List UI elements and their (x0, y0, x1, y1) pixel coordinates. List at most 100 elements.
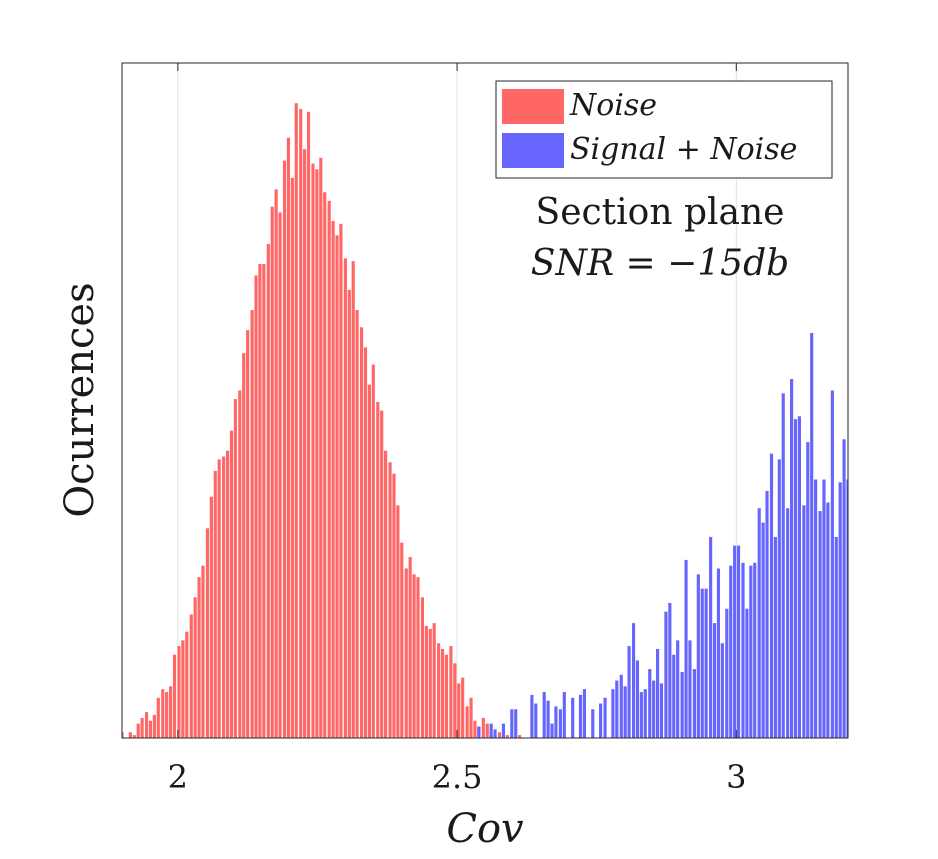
signal-noise-bar (558, 709, 562, 738)
noise-bar (400, 542, 404, 738)
signal-noise-bar (493, 729, 497, 738)
noise-bar (384, 450, 388, 738)
noise-bar (282, 160, 287, 739)
signal-noise-bar (725, 608, 729, 738)
legend-swatch-signal-noise (502, 133, 564, 168)
noise-bar (242, 353, 246, 738)
signal-noise-bar (603, 697, 607, 738)
signal-noise-bar (631, 623, 636, 738)
noise-bar (303, 149, 307, 738)
signal-noise-bar (550, 723, 554, 738)
noise-bar (392, 473, 396, 738)
signal-noise-bar (680, 671, 684, 738)
signal-noise-bar (786, 508, 790, 738)
noise-bar (420, 597, 425, 738)
noise-bar (132, 735, 136, 738)
signal-noise-bar (709, 536, 713, 738)
noise-bar (505, 735, 509, 738)
noise-bar (238, 390, 242, 738)
annotation-snr: SNR = −15db (531, 243, 789, 284)
noise-bar (306, 111, 311, 739)
noise-bar (290, 177, 294, 738)
noise-bar (233, 399, 237, 738)
noise-bar (169, 686, 173, 738)
noise-bar (177, 646, 181, 738)
noise-bar (258, 264, 262, 738)
signal-noise-bar (846, 479, 848, 738)
signal-noise-bar (477, 726, 481, 738)
noise-bar (473, 720, 477, 738)
signal-noise-bar (542, 692, 546, 738)
noise-bar (469, 697, 473, 738)
noise-bar (161, 689, 165, 738)
noise-bar (140, 717, 144, 738)
noise-bar (465, 706, 469, 738)
signal-noise-bar (676, 640, 680, 738)
signal-noise-bar (514, 709, 518, 738)
signal-noise-bar (810, 333, 814, 738)
x-tick-label: 2.5 (432, 758, 483, 796)
noise-bar (128, 732, 132, 738)
signal-noise-bar (571, 697, 575, 738)
noise-bar (412, 574, 416, 738)
signal-noise-bar (729, 565, 733, 738)
signal-noise-bar (615, 680, 619, 738)
noise-bar (343, 258, 347, 738)
signal-noise-bar (761, 522, 765, 738)
noise-bar (165, 692, 169, 738)
signal-noise-bar (668, 603, 672, 738)
noise-bar (222, 456, 226, 738)
noise-bar (453, 663, 457, 738)
noise-bar (278, 212, 282, 739)
y-axis-title: Ocurrences (57, 282, 103, 517)
noise-bar (432, 623, 436, 738)
noise-bar (440, 648, 445, 738)
signal-noise-bar (611, 689, 615, 738)
signal-noise-bar (741, 562, 745, 738)
noise-bar (339, 223, 343, 738)
signal-noise-bar (530, 694, 534, 738)
signal-noise-bar (599, 703, 603, 738)
signal-noise-bar (769, 453, 774, 738)
noise-bar (217, 459, 221, 738)
noise-bar (367, 384, 371, 738)
noise-bar (347, 289, 351, 738)
noise-bar (193, 597, 197, 738)
signal-noise-bar (757, 508, 761, 738)
x-tick-label: 2 (168, 758, 188, 796)
signal-noise-bar (639, 692, 643, 738)
signal-noise-bar (822, 479, 826, 738)
noise-bar (437, 643, 441, 738)
noise-bar (189, 614, 193, 738)
noise-bar (311, 163, 315, 738)
signal-noise-bar (781, 393, 785, 738)
signal-noise-bar (826, 502, 830, 738)
noise-bar (449, 646, 453, 738)
signal-noise-bar (562, 692, 566, 738)
signal-noise-bar (659, 683, 664, 738)
noise-bar (181, 640, 185, 738)
x-ticks: 2 2.5 3 (168, 63, 746, 796)
signal-noise-bar (619, 674, 623, 738)
noise-bar (335, 235, 339, 738)
signal-noise-bar (534, 703, 538, 738)
noise-bar (246, 330, 250, 738)
noise-bar (331, 220, 335, 738)
noise-bar (351, 261, 355, 738)
signal-noise-bar (716, 568, 721, 738)
noise-bar (262, 264, 266, 738)
signal-noise-bar (842, 439, 846, 738)
noise-bar (360, 327, 364, 738)
noise-bar (148, 720, 153, 738)
signal-noise-bar (696, 574, 700, 738)
signal-noise-bar (692, 669, 697, 738)
signal-noise-bar (834, 536, 838, 738)
noise-bars (122, 103, 522, 739)
noise-bar (205, 528, 210, 738)
noise-bar (396, 505, 400, 738)
plot-frame (121, 62, 849, 739)
noise-bar (481, 717, 485, 738)
signal-noise-bar (793, 419, 798, 738)
annotation-section-plane: Section plane (536, 192, 785, 233)
